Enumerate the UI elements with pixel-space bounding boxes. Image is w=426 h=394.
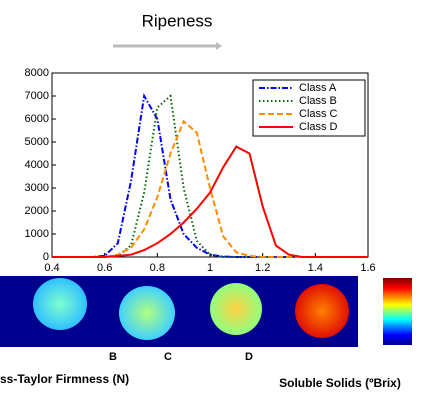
- x-tick-label: 1: [207, 262, 213, 274]
- legend-label: Class C: [299, 108, 338, 120]
- image-label: B: [109, 351, 117, 363]
- legend-label: Class A: [299, 82, 337, 94]
- fruit-image: [210, 283, 262, 335]
- arrow-head: [216, 42, 222, 50]
- firmness-label: ss-Taylor Firmness (N): [0, 372, 129, 386]
- y-tick-label: 1000: [25, 228, 49, 240]
- fruit-image: [295, 284, 349, 338]
- y-tick-label: 2000: [25, 205, 49, 217]
- x-tick-label: 1.4: [308, 262, 323, 274]
- y-tick-label: 3000: [25, 182, 49, 194]
- image-label: C: [164, 351, 172, 363]
- fruit-image: [119, 286, 175, 340]
- y-tick-label: 7000: [25, 90, 49, 102]
- colorbar: [383, 278, 412, 345]
- x-tick-label: 0.6: [97, 262, 112, 274]
- figure: Ripeness ss-Taylor Firmness (N) Soluble …: [0, 0, 426, 394]
- legend-label: Class D: [299, 121, 338, 133]
- y-tick-label: 5000: [25, 136, 49, 148]
- x-tick-label: 1.2: [255, 262, 270, 274]
- title: Ripeness: [142, 11, 213, 30]
- solids-label: Soluble Solids (ºBrix): [279, 376, 401, 390]
- image-label: D: [245, 351, 253, 363]
- y-tick-label: 8000: [25, 67, 49, 79]
- x-tick-label: 0.4: [44, 262, 59, 274]
- legend-label: Class B: [299, 95, 337, 107]
- x-tick-label: 1.6: [360, 262, 375, 274]
- fruit-image: [33, 278, 87, 330]
- y-tick-label: 6000: [25, 113, 49, 125]
- x-tick-label: 0.8: [150, 262, 165, 274]
- y-tick-label: 4000: [25, 159, 49, 171]
